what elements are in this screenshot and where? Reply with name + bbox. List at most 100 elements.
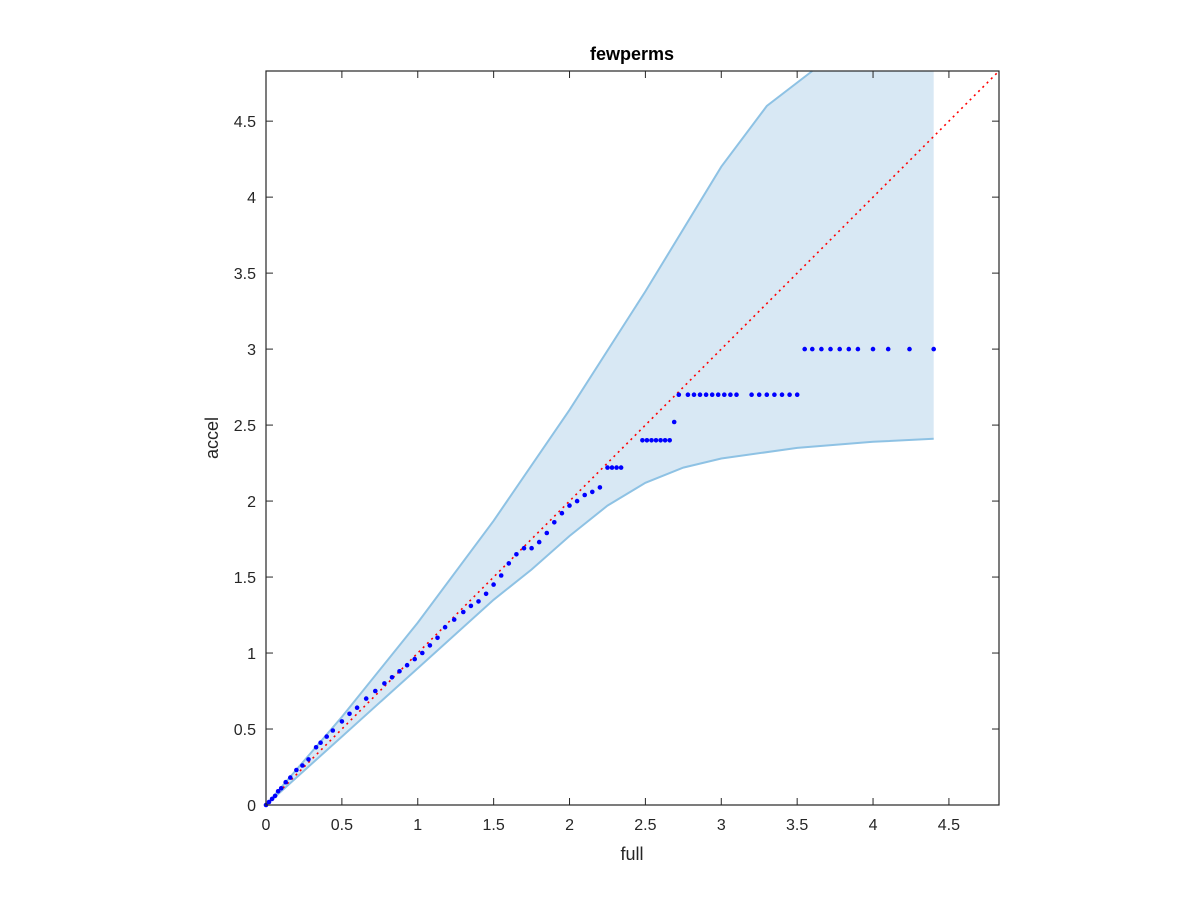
data-point [278, 786, 284, 791]
data-point [597, 485, 603, 490]
data-point [354, 705, 360, 710]
y-axis: 0 0.5 1 1.5 2 2.5 3 3.5 4 4.5 [234, 114, 999, 815]
data-point [837, 346, 842, 352]
data-point [491, 582, 496, 587]
y-axis-label: accel [202, 417, 222, 459]
x-tick-label: 1 [413, 817, 422, 834]
data-point [536, 539, 542, 545]
data-point [653, 438, 659, 443]
data-point [347, 711, 352, 717]
data-point [427, 643, 433, 648]
data-point [787, 392, 792, 398]
data-point [828, 346, 833, 352]
data-point [412, 656, 418, 662]
y-tick-label: 1 [247, 646, 256, 663]
data-point [529, 545, 534, 551]
data-point [931, 346, 936, 352]
reference-line [265, 70, 1000, 806]
x-tick-label: 4 [869, 817, 878, 834]
data-point [442, 624, 448, 630]
y-tick-label: 2 [247, 494, 256, 511]
x-tick-label: 1.5 [483, 817, 505, 834]
x-tick-label: 3.5 [786, 817, 808, 834]
y-tick-label: 0 [247, 798, 256, 815]
data-point [544, 530, 550, 536]
data-point [590, 489, 595, 495]
chart-title: fewperms [590, 44, 674, 64]
data-point [300, 763, 305, 768]
data-point [907, 346, 912, 352]
data-point [498, 573, 504, 578]
data-point [514, 552, 519, 557]
data-point [404, 662, 410, 668]
data-point [772, 392, 777, 398]
data-point [582, 492, 587, 498]
data-point [483, 591, 489, 597]
plot-area [263, 70, 1000, 808]
data-point [461, 609, 466, 615]
x-tick-label: 3 [717, 817, 726, 834]
data-point [846, 346, 852, 352]
data-point [691, 392, 697, 398]
x-tick-label: 4.5 [938, 817, 960, 834]
data-point [728, 392, 733, 398]
y-tick-label: 0.5 [234, 722, 256, 739]
data-point [382, 681, 387, 686]
y-tick-label: 4 [247, 190, 256, 207]
data-point [306, 757, 311, 762]
data-point [363, 696, 369, 701]
x-axis: 0 0.5 1 1.5 2 2.5 3 3.5 4 4.5 [262, 71, 960, 834]
data-point [734, 392, 739, 398]
data-point [779, 392, 785, 398]
data-point [810, 346, 815, 352]
x-tick-label: 2 [565, 817, 574, 834]
data-point [870, 346, 876, 352]
data-point [435, 635, 440, 641]
y-tick-label: 1.5 [234, 570, 256, 587]
data-points [263, 346, 936, 808]
data-point [420, 650, 425, 656]
y-tick-label: 4.5 [234, 114, 256, 131]
plot-frame [265, 70, 1000, 806]
data-point [614, 465, 619, 470]
data-point [373, 688, 378, 694]
data-point [819, 346, 824, 352]
confidence-band-upper-edge [265, 70, 813, 806]
data-point [266, 799, 272, 805]
y-tick-label: 3.5 [234, 266, 256, 283]
data-point [715, 392, 721, 398]
data-point [288, 775, 293, 780]
data-point [662, 438, 668, 443]
data-point [339, 719, 345, 724]
data-point [521, 545, 527, 551]
data-point [649, 438, 654, 443]
data-point [451, 617, 457, 622]
data-point [756, 392, 762, 398]
data-point [605, 465, 610, 470]
data-point [269, 796, 275, 802]
data-point [294, 767, 299, 773]
data-point [552, 520, 557, 525]
data-point [667, 438, 672, 443]
data-point [671, 419, 677, 425]
data-point [476, 599, 481, 604]
data-point [468, 603, 474, 609]
data-point [272, 793, 278, 799]
data-point [697, 392, 703, 398]
data-point [794, 392, 800, 398]
data-point [764, 392, 770, 398]
data-point [330, 728, 336, 733]
data-point [676, 392, 682, 398]
data-point [275, 789, 281, 794]
x-tick-label: 0 [262, 817, 271, 834]
data-point [885, 346, 891, 352]
data-point [389, 675, 395, 680]
data-point [640, 438, 645, 443]
data-point [658, 438, 663, 443]
data-point [313, 745, 319, 750]
data-point [397, 669, 402, 674]
confidence-band-lower-edge [265, 437, 934, 806]
data-point [644, 438, 650, 443]
data-point [709, 392, 715, 398]
